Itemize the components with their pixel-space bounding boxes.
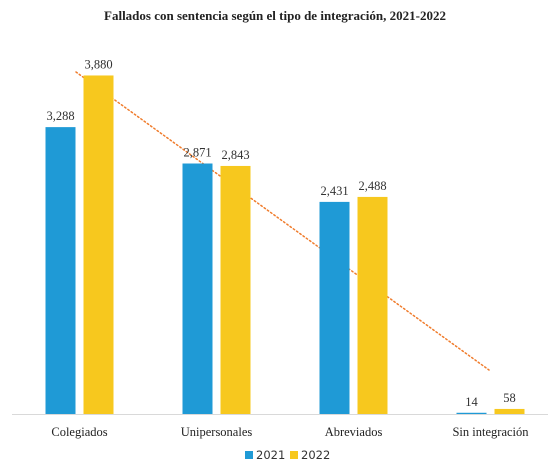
category-label: Abreviados — [325, 425, 383, 439]
legend-label: 2021 — [256, 448, 285, 461]
category-label: Unipersonales — [181, 425, 253, 439]
bar-2022-abreviados — [357, 196, 388, 414]
legend-label: 2022 — [301, 448, 330, 461]
category-label: Sin integración — [452, 425, 529, 439]
legend-swatch-2022 — [290, 451, 298, 459]
bar-2022-sin-integración — [494, 408, 525, 414]
data-label: 58 — [503, 391, 516, 405]
bar-2021-unipersonales — [182, 163, 213, 414]
bar-2021-abreviados — [319, 201, 350, 414]
data-label: 2,431 — [320, 184, 348, 198]
bar-2022-unipersonales — [220, 165, 251, 414]
trendline — [75, 71, 490, 371]
data-label: 2,871 — [183, 146, 211, 160]
bar-2021-sin-integración — [456, 412, 487, 414]
bar-2021-colegiados — [45, 127, 76, 414]
chart-title: Fallados con sentencia según el tipo de … — [104, 8, 446, 23]
legend-swatch-2021 — [245, 451, 253, 459]
bar-2022-colegiados — [83, 75, 114, 414]
data-label: 3,880 — [84, 57, 112, 71]
category-label: Colegiados — [51, 425, 107, 439]
data-label: 3,288 — [46, 109, 74, 123]
data-label: 2,843 — [221, 148, 249, 162]
data-label: 14 — [465, 395, 478, 409]
data-label: 2,488 — [358, 179, 386, 193]
